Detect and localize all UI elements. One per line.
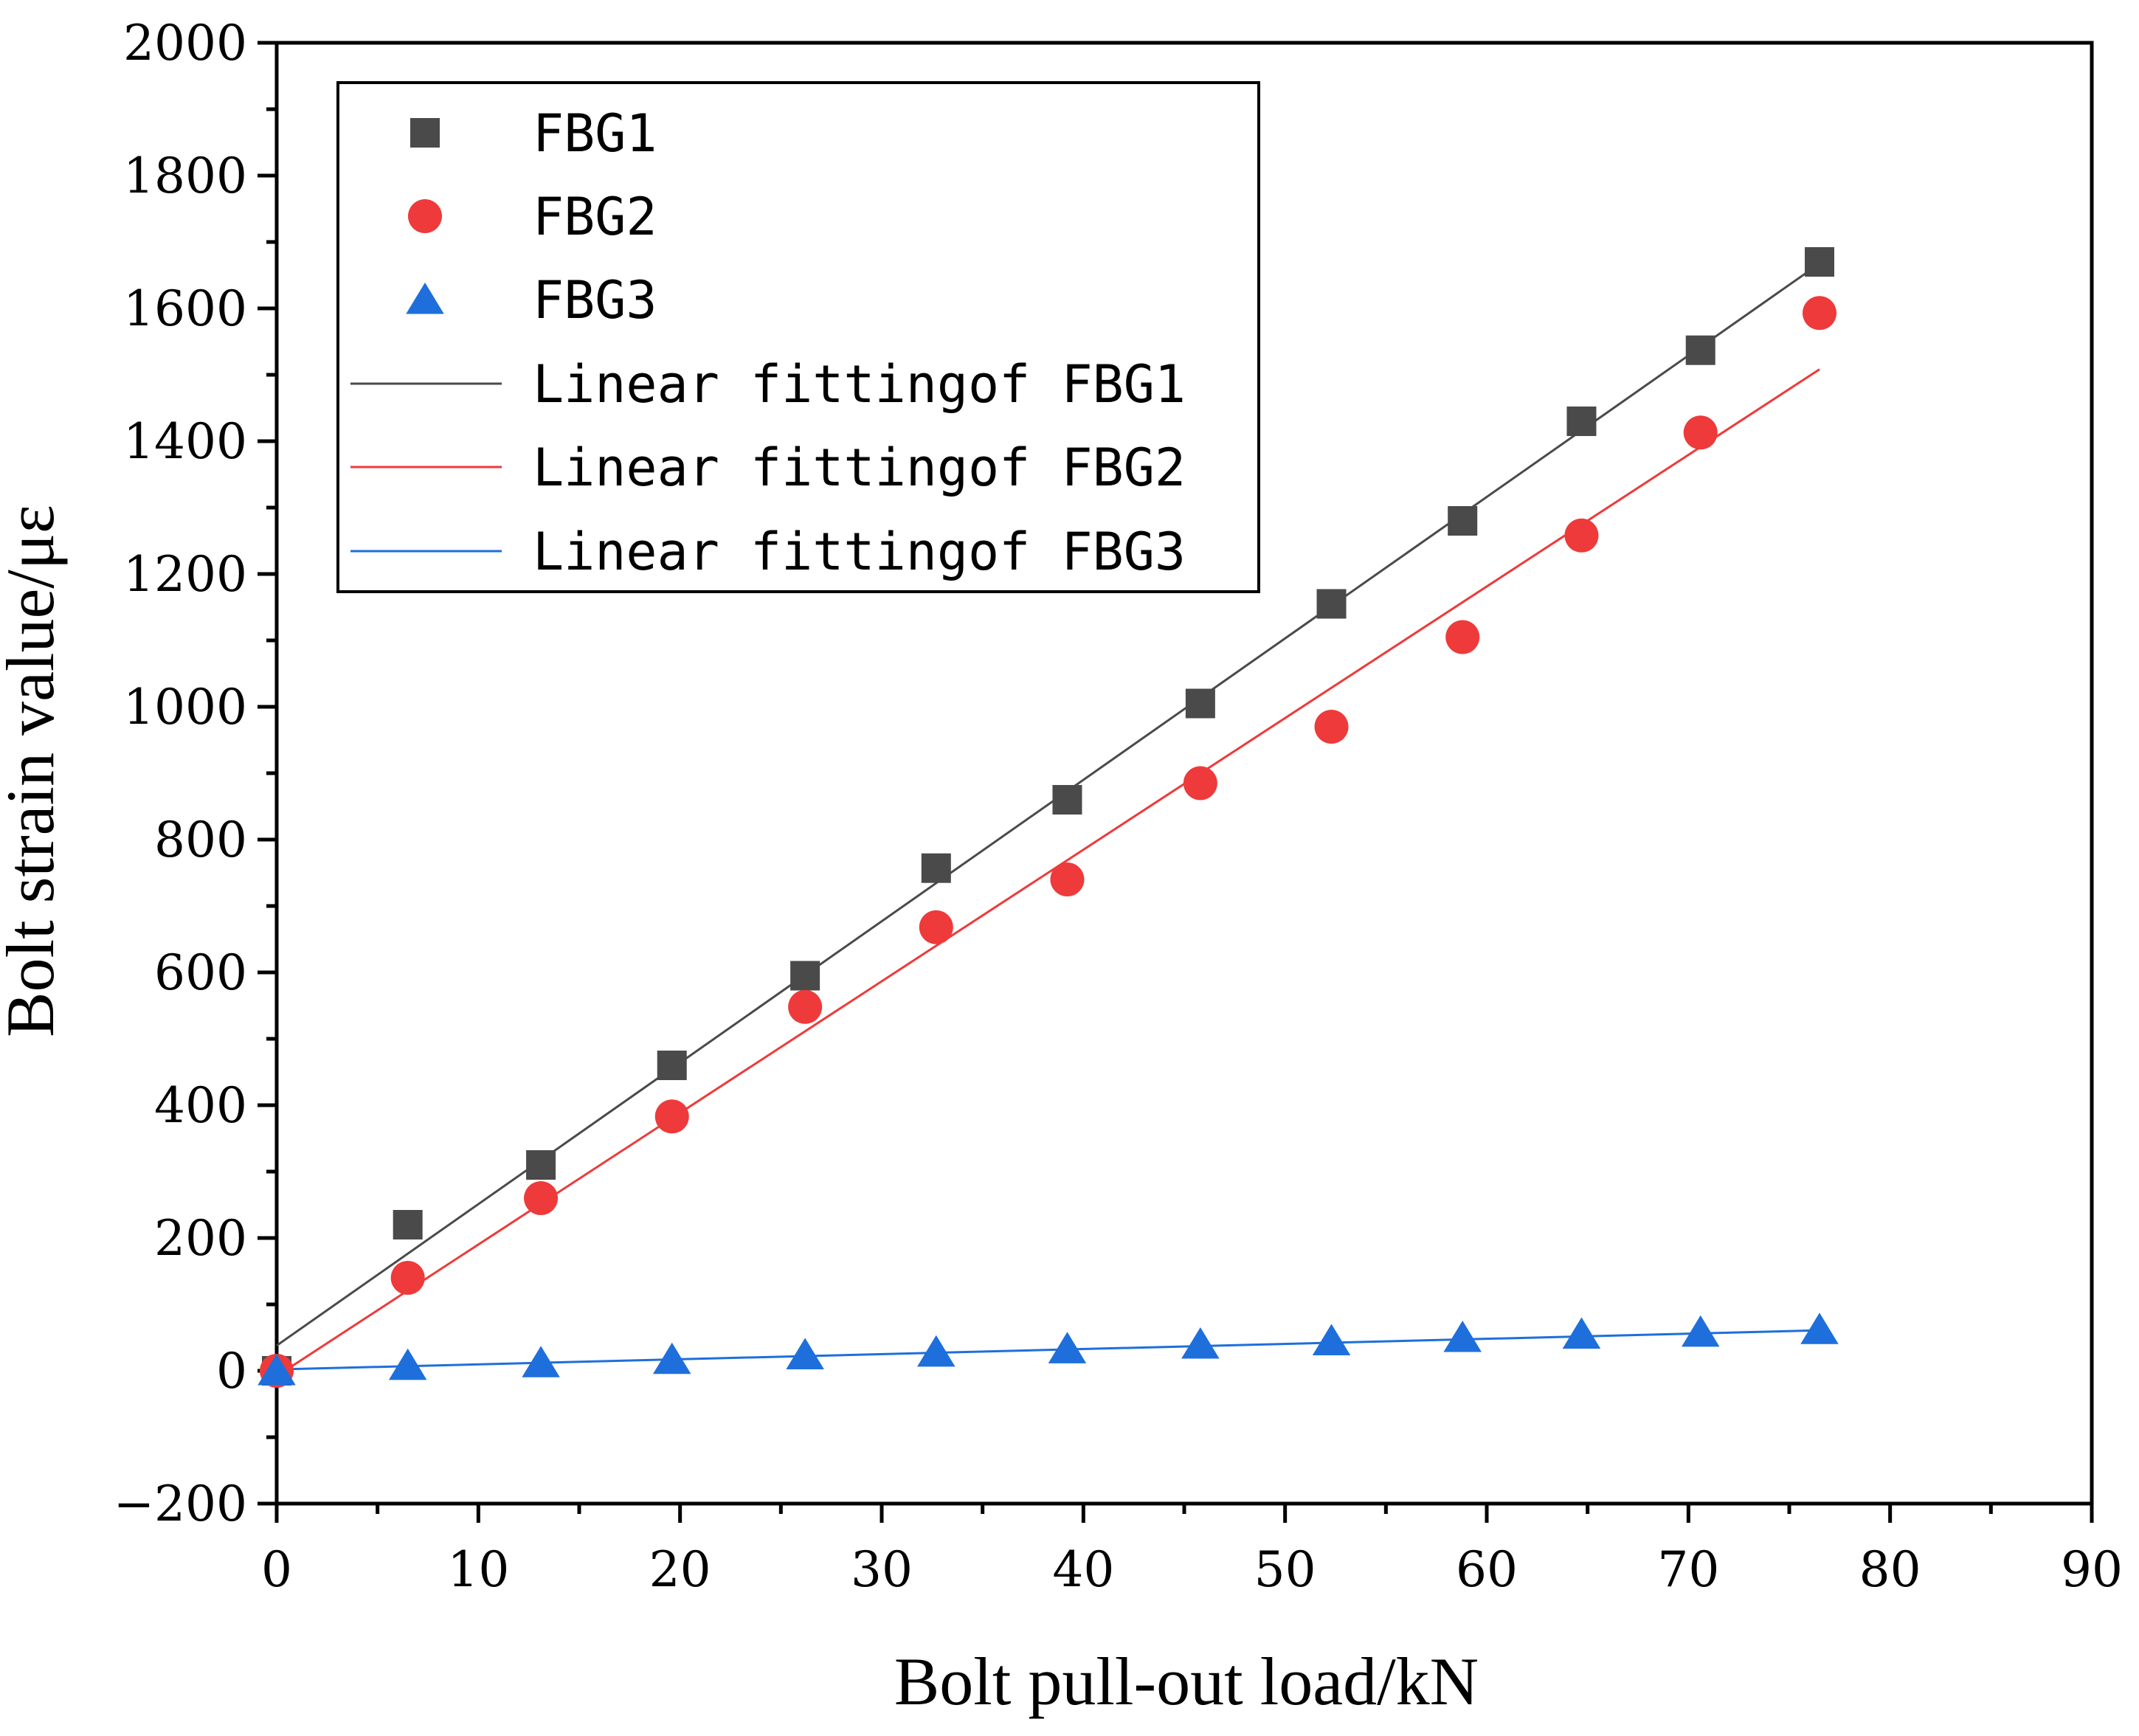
y-tick-label: 2000 [123,15,247,72]
x-tick-label: 70 [1657,1541,1719,1598]
fbg1-point [393,1210,423,1239]
x-tick-label: 30 [851,1541,913,1598]
fbg3-point [1800,1313,1839,1344]
x-tick-label: 80 [1859,1541,1921,1598]
legend-label-fbg3: FBG3 [533,270,657,331]
x-tick-label: 60 [1456,1541,1518,1598]
fbg2-point [788,989,823,1024]
data-markers [258,247,1839,1388]
fbg1-point [1185,688,1215,719]
fbg3-point [522,1346,560,1377]
legend-label-fit1: Linear fittingof FBG1 [533,354,1186,415]
y-tick-label: −200 [114,1476,247,1532]
fbg1-point [526,1150,556,1180]
legend-box [336,81,1260,593]
fbg3-point [1312,1324,1351,1356]
fbg3-point [1681,1315,1720,1347]
fbg3-point [786,1338,824,1369]
y-axis-ticks: −200 0 200 400 600 800 1000 1200 1400 1600 1800 200… [114,15,277,1532]
legend-marker-fbg2 [408,199,442,233]
fbg1-point [1052,785,1082,815]
x-tick-label: 40 [1052,1541,1114,1598]
y-tick-label: 600 [154,944,247,1001]
fbg2-point [1564,518,1599,553]
fbg3-point [652,1342,691,1374]
fbg2-point [390,1261,425,1295]
y-tick-label: 1600 [123,280,247,337]
x-axis-ticks: 0 10 20 30 40 50 60 70 80 90 [261,1504,2123,1598]
fbg1-point [1685,335,1715,365]
fbg1-point [657,1051,687,1080]
legend-label-fit2: Linear fittingof FBG2 [533,438,1186,498]
legend-label-fit3: Linear fittingof FBG3 [533,522,1186,582]
fbg2-point [1183,766,1217,800]
y-tick-label: 0 [216,1343,247,1400]
legend-marker-fbg3 [406,283,444,314]
legend: FBG1 FBG2 FBG3 Linear fittingof FBG1 Linear … [336,81,1260,593]
y-tick-label: 400 [154,1077,247,1134]
fbg3-point [1443,1321,1482,1352]
fbg1-point [790,961,820,991]
y-tick-label: 1400 [123,413,247,470]
x-tick-label: 50 [1254,1541,1316,1598]
fbg2-point [654,1099,689,1134]
fbg1-point [1316,589,1347,619]
fbg3-point [917,1335,956,1367]
legend-label-fbg1: FBG1 [533,103,657,164]
fbg2-point [1314,710,1349,744]
y-tick-label: 1800 [123,148,247,204]
x-tick-label: 0 [261,1541,292,1598]
x-axis-title: Bolt pull-out load/kN [894,1644,1479,1719]
fbg3-point [1562,1317,1601,1349]
fbg3-point [388,1348,427,1380]
fbg2-point [919,910,953,944]
y-tick-label: 800 [154,812,247,868]
y-axis-title: Bolt strain value/με [0,505,68,1037]
x-tick-label: 20 [649,1541,711,1598]
fbg2-point [1683,415,1718,450]
fbg1-point [1566,407,1597,436]
fbg3-point [1181,1327,1220,1359]
fbg1-point [1448,506,1478,536]
fbg1-point [1805,247,1834,277]
fbg2-point [1803,296,1836,331]
fbg2-point [1050,862,1085,896]
fbg1-point [921,853,951,883]
legend-marker-fbg1 [410,118,440,148]
y-tick-label: 1200 [123,546,247,603]
fbg3-point [1048,1332,1087,1363]
fbg2-point [1445,620,1480,654]
fbg2-point [524,1181,559,1215]
y-tick-label: 1000 [123,679,247,736]
x-tick-label: 90 [2061,1541,2123,1598]
fbg3-point [258,1354,296,1386]
series-fbg3 [258,1313,1839,1386]
legend-label-fbg2: FBG2 [533,187,657,247]
x-tick-label: 10 [447,1541,509,1598]
y-tick-label: 200 [154,1210,247,1267]
series-fbg2 [260,296,1836,1388]
